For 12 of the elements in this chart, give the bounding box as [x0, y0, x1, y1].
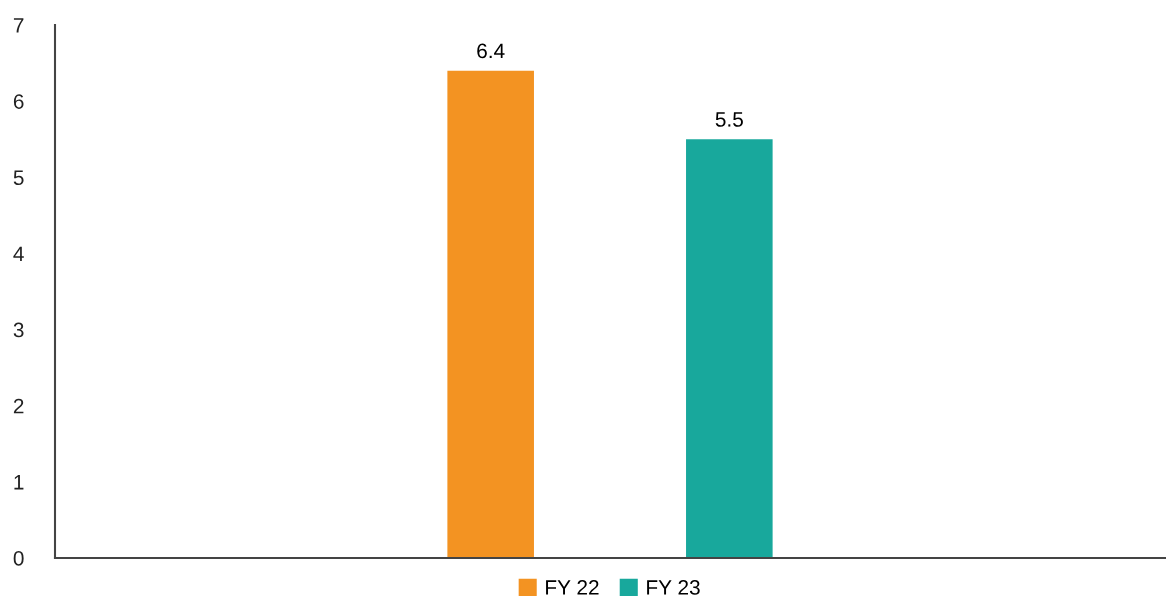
- y-tick-label: 7: [13, 18, 24, 33]
- legend-label: FY 23: [647, 580, 700, 595]
- data-label: 6.4: [477, 43, 505, 59]
- data-label: 5.5: [715, 112, 743, 127]
- y-tick-label: 2: [13, 398, 24, 414]
- legend-label: FY 22: [546, 580, 599, 595]
- y-tick-label: 0: [13, 551, 24, 566]
- y-tick-label: 5: [13, 170, 24, 186]
- y-tick-label: 6: [13, 94, 24, 109]
- y-tick-label: 1: [14, 475, 24, 490]
- y-tick-label: 4: [13, 246, 24, 261]
- y-tick-label: 3: [13, 322, 24, 338]
